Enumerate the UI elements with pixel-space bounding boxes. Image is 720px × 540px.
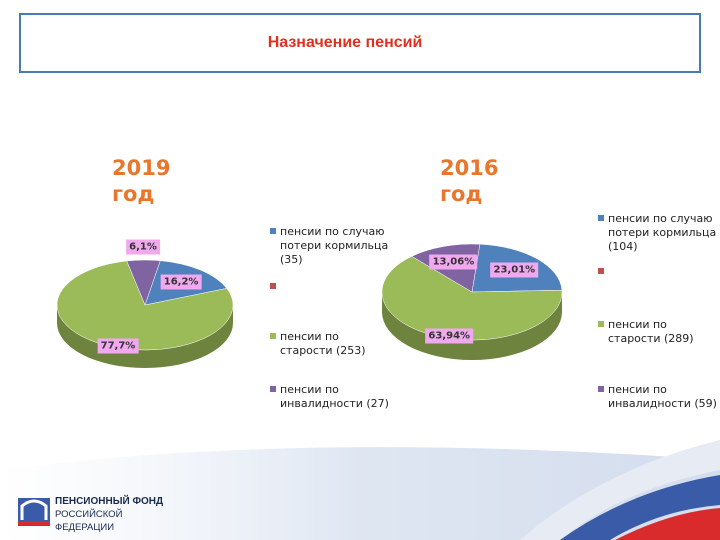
chart-title: 2019 год [112, 156, 171, 206]
title-box [19, 13, 701, 73]
legend-label: пенсии по случаю потери кормильца (104) [608, 212, 717, 253]
legend-swatch [598, 215, 604, 221]
page-title: Назначение пенсий [268, 34, 423, 51]
legend-label: пенсии по инвалидности (59) [608, 383, 717, 410]
value-label: 23,01% [490, 262, 539, 278]
value-label: 77,7% [97, 338, 139, 354]
swoosh-bg [0, 447, 720, 540]
swoosh-white [520, 440, 720, 540]
swoosh-blue [560, 475, 720, 540]
legend-label: пенсии по случаю потери кормильца (35) [280, 225, 389, 266]
logo-name: ПЕНСИОННЫЙ ФОНД [55, 494, 163, 507]
legend-label: пенсии по старости (289) [608, 318, 694, 345]
legend-swatch [270, 228, 276, 234]
legend-swatch [598, 321, 604, 327]
logo-line: РОССИЙСКОЙ [55, 508, 123, 520]
legend-swatch [598, 268, 604, 274]
legend-swatch [270, 386, 276, 392]
value-label: 16,2% [160, 274, 202, 290]
logo-line: ФЕДЕРАЦИИ [55, 522, 114, 533]
legend-swatch [270, 333, 276, 339]
value-label: 63,94% [425, 328, 474, 344]
pie-slice [126, 259, 161, 306]
logo-icon [18, 498, 50, 526]
legend-swatch [270, 283, 276, 289]
value-label: 13,06% [429, 254, 478, 270]
chart-title: 2016 год [440, 156, 499, 206]
legend-label: пенсии по инвалидности (27) [280, 383, 389, 410]
legend-swatch [598, 386, 604, 392]
legend-label: пенсии по старости (253) [280, 330, 366, 357]
value-label: 6,1% [126, 239, 160, 254]
swoosh-red [615, 508, 720, 540]
